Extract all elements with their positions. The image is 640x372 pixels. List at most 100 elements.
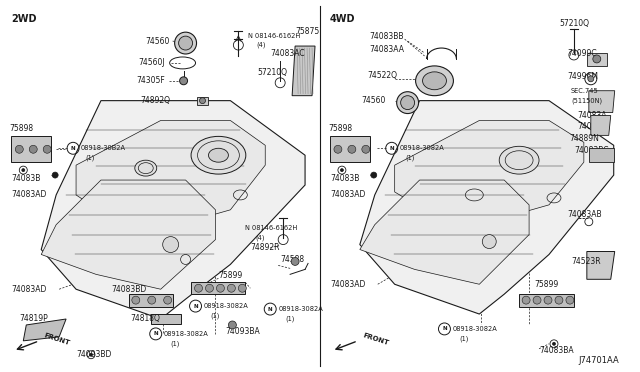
Text: 74083B: 74083B — [12, 174, 41, 183]
Text: 74560: 74560 — [146, 36, 170, 46]
Circle shape — [180, 77, 188, 85]
Text: 74818Q: 74818Q — [131, 314, 161, 324]
Polygon shape — [360, 101, 614, 314]
Polygon shape — [589, 148, 614, 162]
Ellipse shape — [422, 72, 447, 90]
Text: SEC.745: SEC.745 — [571, 88, 598, 94]
Circle shape — [163, 237, 179, 253]
Text: 74889N: 74889N — [569, 134, 599, 143]
Text: 57210Q: 57210Q — [257, 68, 287, 77]
Text: (1): (1) — [285, 316, 294, 322]
Text: 74093BA: 74093BA — [225, 327, 260, 336]
Text: 74083AB: 74083AB — [567, 210, 602, 219]
Text: 74083BD: 74083BD — [111, 285, 146, 294]
Text: 74083AC: 74083AC — [270, 48, 305, 58]
Text: (1): (1) — [85, 155, 94, 161]
Text: 4WD: 4WD — [330, 14, 355, 24]
Text: 75898: 75898 — [328, 124, 352, 133]
Circle shape — [90, 353, 93, 356]
Text: 74892Q: 74892Q — [141, 96, 171, 105]
Text: 74305F: 74305F — [137, 76, 166, 85]
Text: 74083AD: 74083AD — [12, 190, 47, 199]
Text: 74560: 74560 — [362, 96, 386, 105]
Circle shape — [566, 296, 574, 304]
Text: (1): (1) — [171, 340, 180, 347]
Circle shape — [371, 172, 377, 178]
Text: 74522Q: 74522Q — [368, 71, 398, 80]
Text: N: N — [389, 146, 394, 151]
Polygon shape — [129, 294, 173, 307]
Ellipse shape — [135, 160, 157, 176]
Polygon shape — [360, 180, 529, 284]
Polygon shape — [589, 91, 614, 113]
Ellipse shape — [415, 66, 453, 96]
Circle shape — [334, 145, 342, 153]
Text: 74996M: 74996M — [567, 72, 598, 81]
Text: 74093BD: 74093BD — [76, 350, 111, 359]
Circle shape — [533, 296, 541, 304]
Circle shape — [216, 284, 225, 292]
Text: 74083B: 74083B — [330, 174, 359, 183]
Text: N 08146-6162H: N 08146-6162H — [248, 33, 301, 39]
Text: (1): (1) — [211, 313, 220, 319]
Text: (1): (1) — [406, 155, 415, 161]
Text: 57210Q: 57210Q — [559, 19, 589, 28]
Text: N: N — [268, 307, 273, 312]
Text: 74083AD: 74083AD — [330, 190, 365, 199]
Text: 74588: 74588 — [280, 255, 304, 264]
Polygon shape — [191, 282, 245, 294]
Polygon shape — [292, 46, 315, 96]
Text: 74083BA: 74083BA — [539, 346, 573, 355]
Polygon shape — [196, 97, 209, 105]
Text: FRONT: FRONT — [44, 332, 71, 346]
Circle shape — [483, 235, 496, 248]
Circle shape — [238, 284, 246, 292]
Circle shape — [593, 55, 601, 63]
Circle shape — [132, 296, 140, 304]
Text: 74083AA: 74083AA — [370, 45, 404, 54]
Polygon shape — [587, 53, 607, 66]
Text: 74099C: 74099C — [567, 48, 596, 58]
Circle shape — [544, 296, 552, 304]
Circle shape — [588, 76, 594, 82]
Circle shape — [340, 169, 344, 171]
Circle shape — [362, 145, 370, 153]
Circle shape — [397, 92, 419, 113]
Circle shape — [200, 98, 205, 104]
Text: 08918-3082A: 08918-3082A — [278, 306, 323, 312]
Text: 74083BC: 74083BC — [574, 146, 609, 155]
Text: 74560J: 74560J — [139, 58, 165, 67]
Text: 2WD: 2WD — [12, 14, 37, 24]
Text: (4): (4) — [256, 42, 266, 48]
Circle shape — [44, 145, 51, 153]
Circle shape — [164, 296, 172, 304]
Circle shape — [29, 145, 37, 153]
Circle shape — [175, 32, 196, 54]
Text: N: N — [154, 331, 158, 336]
Circle shape — [22, 169, 25, 171]
Polygon shape — [151, 314, 180, 324]
Text: 08918-3082A: 08918-3082A — [204, 303, 248, 309]
Circle shape — [291, 257, 299, 265]
Text: FRONT: FRONT — [362, 332, 389, 346]
Text: 74083A: 74083A — [577, 111, 606, 120]
Text: 08918-30B2A: 08918-30B2A — [81, 145, 126, 151]
Circle shape — [148, 296, 156, 304]
Ellipse shape — [499, 146, 539, 174]
Text: 08918-3082A: 08918-3082A — [164, 331, 209, 337]
Circle shape — [348, 145, 356, 153]
Text: 74523R: 74523R — [571, 257, 600, 266]
Text: (51150N): (51150N) — [571, 97, 602, 104]
Circle shape — [401, 96, 415, 110]
Text: 74083A: 74083A — [577, 122, 606, 131]
Text: 08918-3082A: 08918-3082A — [399, 145, 444, 151]
Text: N: N — [442, 326, 447, 331]
Text: 74083AD: 74083AD — [330, 280, 365, 289]
Polygon shape — [587, 251, 614, 279]
Text: (4): (4) — [255, 234, 265, 241]
Polygon shape — [395, 121, 584, 225]
Polygon shape — [41, 101, 305, 319]
Polygon shape — [12, 137, 51, 162]
Ellipse shape — [191, 137, 246, 174]
Circle shape — [179, 36, 193, 50]
